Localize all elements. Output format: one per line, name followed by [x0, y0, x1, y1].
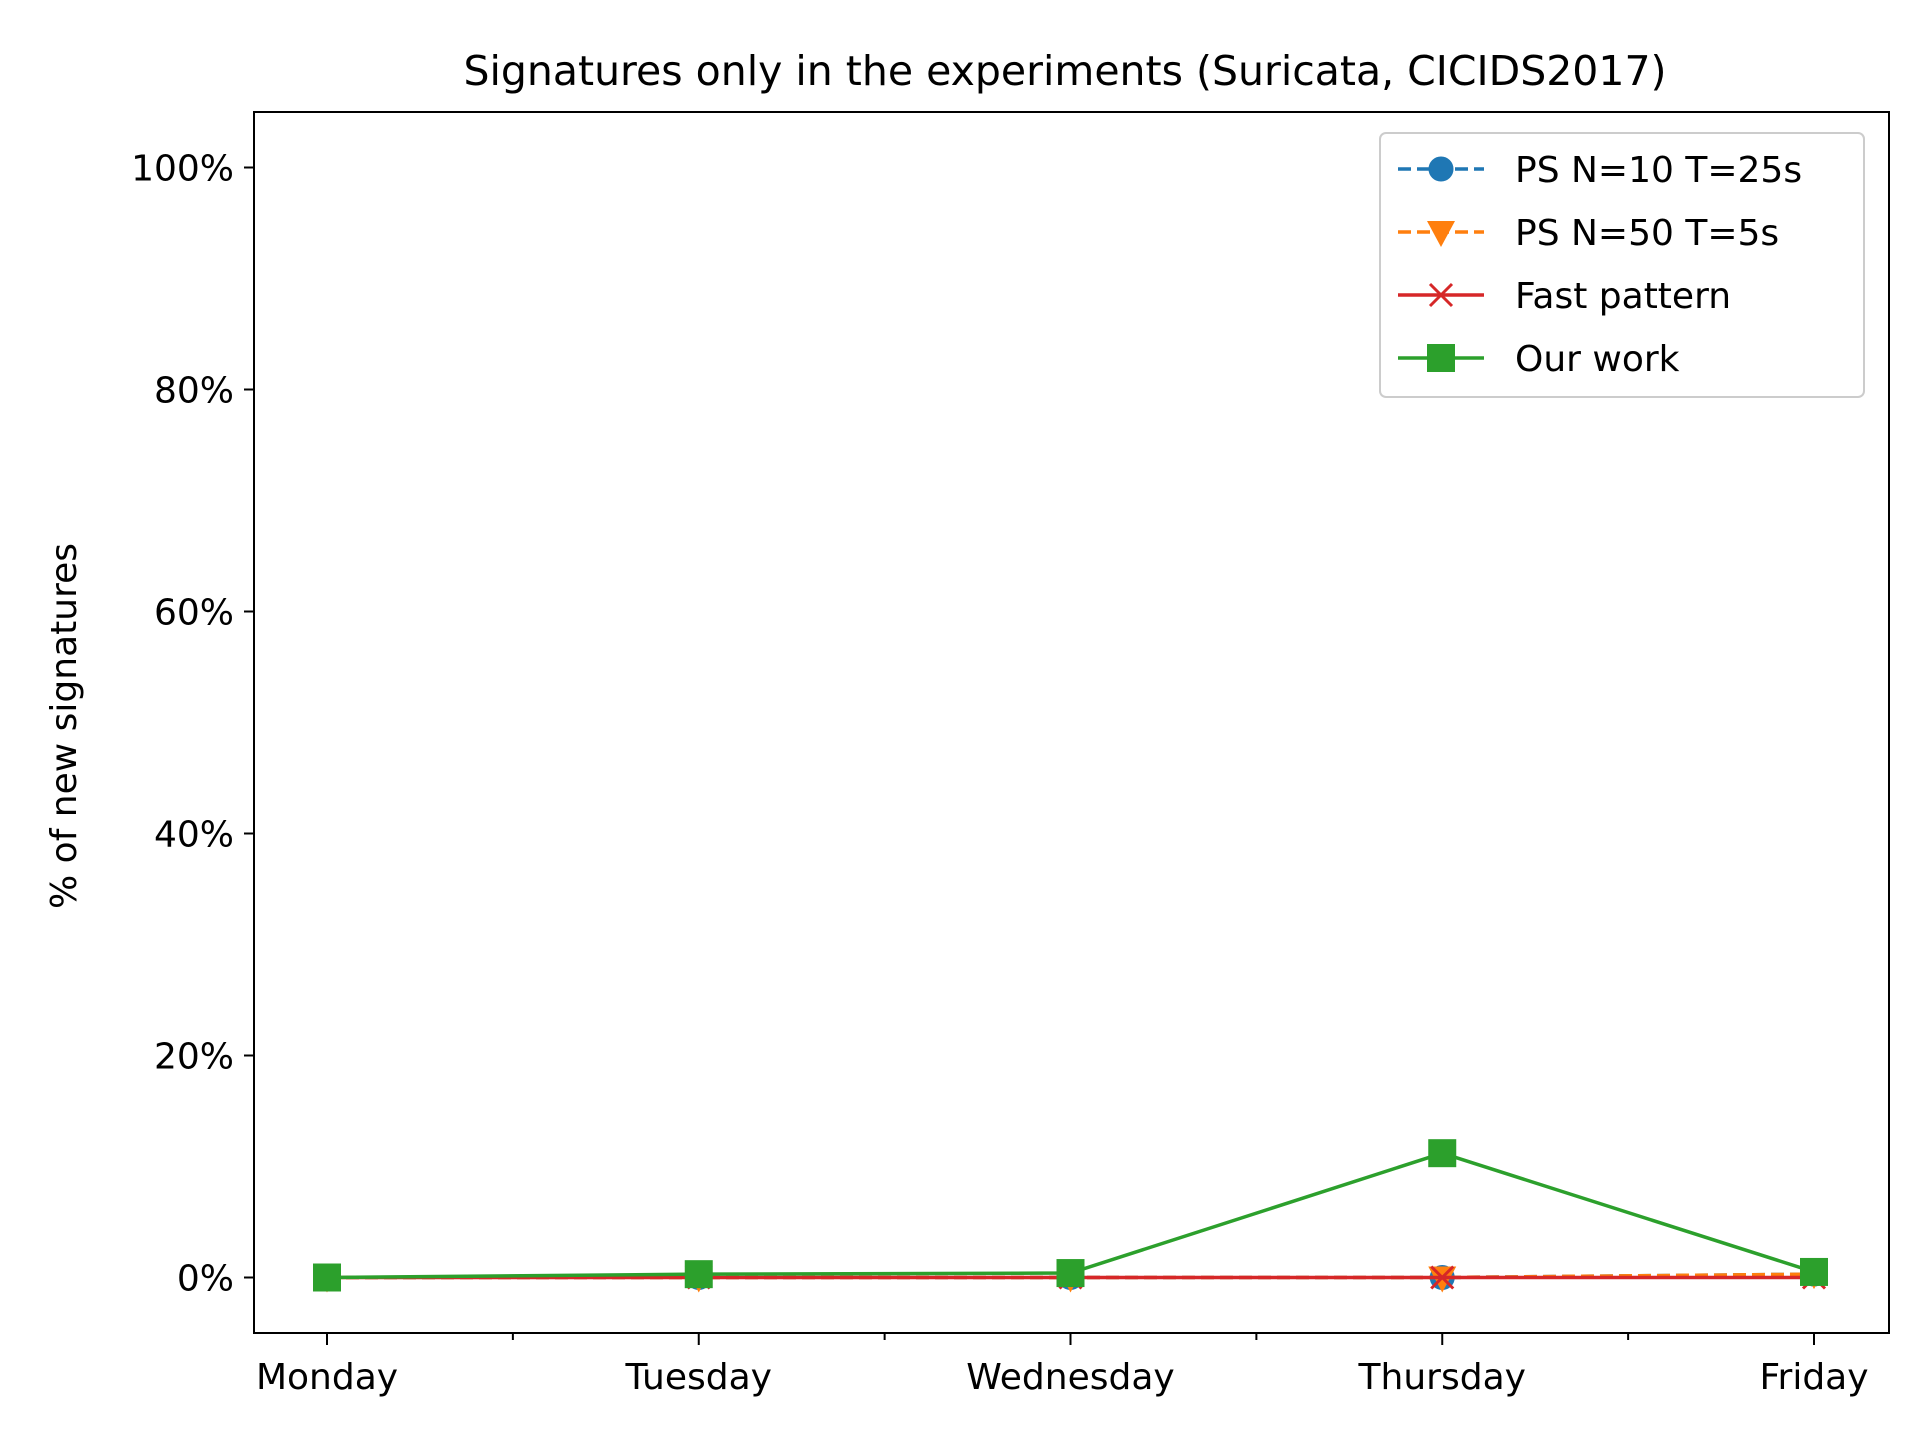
y-tick-label: 40%	[154, 815, 234, 856]
legend-marker	[1427, 221, 1455, 247]
x-tick-label: Wednesday	[966, 1357, 1174, 1398]
y-tick-label: 80%	[154, 371, 234, 412]
data-point	[1428, 1139, 1457, 1168]
x-tick-label: Thursday	[1358, 1357, 1526, 1398]
plot-area: 0% 20% 40% 60% 80% 100% Monday Tuesday Wednesday…	[131, 111, 1890, 1398]
x-tick-label: Friday	[1759, 1357, 1868, 1398]
legend-label: PS N=10 T=25s	[1515, 150, 1802, 191]
plot-frame	[253, 111, 1890, 1334]
y-tick-label: 0%	[177, 1259, 234, 1300]
series-line	[326, 1151, 1815, 1280]
legend-marker	[1427, 344, 1455, 372]
data-point	[1430, 1265, 1455, 1290]
legend-marker	[1428, 156, 1454, 182]
data-point	[1056, 1259, 1085, 1288]
legend-box	[1379, 132, 1865, 398]
data-point	[684, 1260, 713, 1289]
legend-label: Fast pattern	[1515, 276, 1731, 317]
y-tick-label: 60%	[154, 593, 234, 634]
x-tick-label: Monday	[256, 1357, 398, 1398]
legend-label: PS N=50 T=5s	[1515, 213, 1779, 254]
legend-label: Our work	[1515, 339, 1680, 380]
y-tick-label: 100%	[131, 149, 234, 190]
y-tick-label: 20%	[154, 1037, 234, 1078]
y-axis-label: % of new signatures	[44, 543, 85, 909]
chart-title: Signatures only in the experiments (Suri…	[463, 47, 1666, 95]
x-tick-label: Tuesday	[625, 1357, 772, 1398]
data-point	[313, 1263, 341, 1292]
legend: PS N=10 T=25s PS N=50 T=5s Fast pattern Our…	[1379, 132, 1865, 398]
data-point	[1800, 1257, 1828, 1286]
legend-marker	[1428, 282, 1454, 308]
